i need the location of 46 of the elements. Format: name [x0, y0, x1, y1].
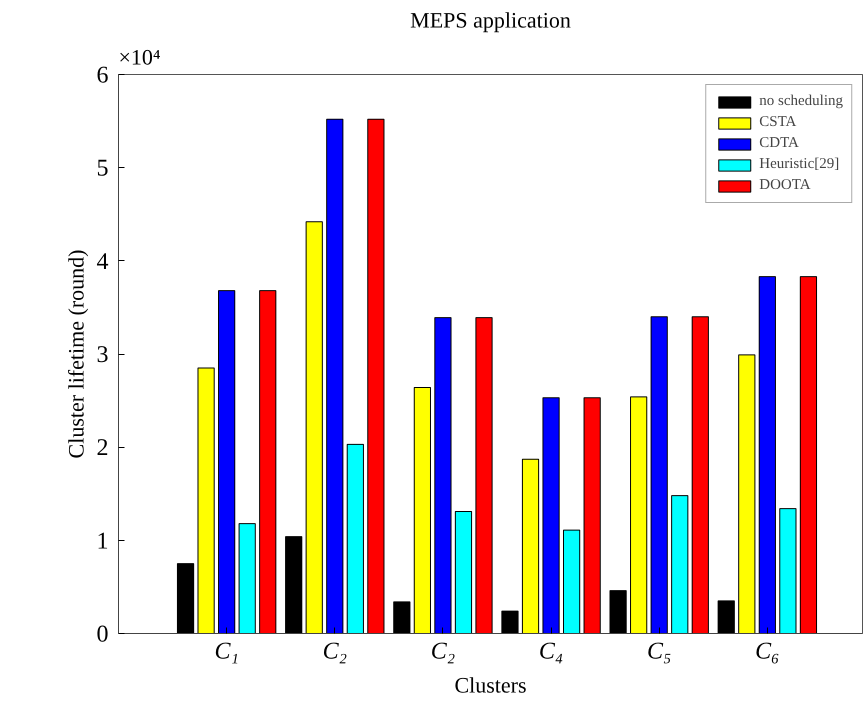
bar — [393, 601, 410, 634]
y-tick-label: 4 — [96, 248, 108, 275]
x-axis-title: Clusters — [454, 672, 527, 698]
bar — [800, 276, 818, 634]
bar — [501, 610, 519, 634]
y-tick-label: 1 — [96, 528, 108, 554]
bar — [259, 290, 276, 634]
bar — [197, 367, 215, 634]
bar — [285, 536, 302, 634]
x-tick-label: C₆ — [755, 638, 780, 664]
legend-label: no scheduling — [759, 93, 843, 110]
y-tick-label: 0 — [96, 622, 108, 648]
x-tick-label: C₅ — [647, 638, 672, 664]
y-tick-label: 5 — [96, 156, 108, 182]
legend-label: CSTA — [759, 114, 796, 131]
bar — [584, 397, 601, 634]
bar — [718, 600, 735, 634]
bar — [779, 508, 796, 634]
chart-title: MEPS application — [410, 8, 571, 32]
bar — [738, 354, 756, 634]
bar — [238, 523, 256, 634]
bar — [454, 510, 472, 634]
bar — [671, 495, 688, 634]
bar — [630, 396, 648, 634]
legend-label: Heuristic[29] — [759, 156, 840, 173]
legend-label: DOOTA — [759, 177, 811, 194]
bar — [609, 590, 627, 634]
bar — [562, 530, 580, 634]
y-axis-title: Cluster lifetime (round) — [64, 250, 88, 458]
bar — [692, 316, 709, 634]
y-tick-label: 6 — [96, 62, 108, 88]
y-tick-label: 2 — [96, 435, 108, 462]
bar — [306, 221, 323, 634]
bar — [367, 118, 384, 634]
y-tick-label: 3 — [96, 342, 108, 368]
x-tick-label: C₂ — [322, 638, 347, 664]
x-tick-label: C₄ — [538, 638, 564, 664]
text: ×10⁴ — [118, 44, 161, 70]
bar — [414, 387, 431, 634]
legend-label: CDTA — [759, 135, 799, 152]
bar — [176, 563, 194, 634]
x-tick-label: C₂ — [430, 638, 456, 664]
bar — [522, 458, 540, 634]
bar — [346, 444, 364, 634]
x-tick-label: C₁ — [214, 638, 239, 664]
bar — [475, 317, 493, 634]
